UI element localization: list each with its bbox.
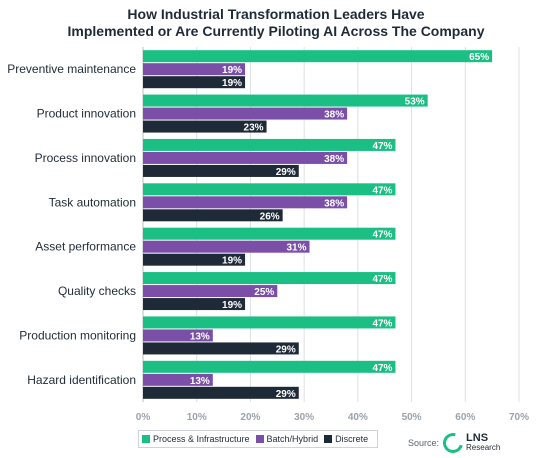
chart-title-line-2: Implemented or Are Currently Piloting AI…: [67, 23, 485, 39]
data-label: 38%: [324, 110, 344, 121]
category-label: Production monitoring: [19, 328, 136, 342]
bar: [143, 360, 396, 373]
category-label: Quality checks: [58, 284, 136, 298]
category-label: Process innovation: [35, 151, 136, 165]
category-label: Hazard identification: [27, 373, 136, 387]
data-label: 47%: [372, 363, 392, 374]
data-label: 47%: [372, 274, 392, 285]
x-tick-label: 20%: [240, 412, 260, 423]
legend-frame: [138, 430, 378, 448]
data-label: 13%: [190, 331, 210, 342]
data-label: 19%: [222, 65, 242, 76]
legend-swatch-process: [142, 435, 150, 443]
bar: [143, 120, 267, 133]
data-label: 29%: [276, 389, 296, 400]
data-label: 47%: [372, 230, 392, 241]
bar: [143, 63, 246, 76]
logo-sub-text: Research: [466, 443, 501, 452]
legend-item-discrete: Discrete: [324, 434, 368, 444]
x-tick-label: 10%: [187, 412, 207, 423]
legend-label-batch: Batch/Hybrid: [266, 434, 319, 444]
bar: [143, 138, 396, 151]
bar: [143, 240, 310, 253]
bar: [143, 209, 283, 222]
bar: [143, 342, 299, 355]
legend-item-batch: Batch/Hybrid: [255, 434, 319, 444]
data-label: 13%: [190, 376, 210, 387]
x-tick-label: 50%: [402, 412, 422, 423]
chart-title: How Industrial Transformation Leaders Ha…: [0, 6, 552, 40]
data-label: 53%: [405, 97, 425, 108]
chart-title-line-1: How Industrial Transformation Leaders Ha…: [127, 6, 425, 22]
bar: [143, 316, 396, 329]
data-label: 38%: [324, 154, 344, 165]
bar: [143, 329, 213, 342]
legend-label-process: Process & Infrastructure: [153, 434, 250, 444]
category-label: Asset performance: [35, 240, 136, 254]
data-label: 23%: [244, 123, 264, 134]
category-label: Preventive maintenance: [7, 62, 136, 76]
source-label: Source:: [408, 438, 440, 448]
category-label: Task automation: [49, 195, 136, 209]
legend-label-discrete: Discrete: [335, 434, 369, 444]
bar: [143, 285, 278, 298]
lns-research-logo: LNS Research: [439, 429, 501, 457]
category-label: Product innovation: [37, 107, 136, 121]
data-label: 47%: [372, 185, 392, 196]
legend: Process & Infrastructure Batch/Hybrid Di…: [142, 434, 374, 444]
data-label: 19%: [222, 78, 242, 89]
bar: [143, 272, 396, 285]
bar: [143, 94, 428, 107]
data-label: 25%: [254, 287, 274, 298]
data-label: 26%: [260, 211, 280, 222]
x-tick-label: 60%: [455, 412, 475, 423]
bar: [143, 298, 246, 311]
logo-main-text: LNS: [466, 432, 489, 444]
bar: [143, 164, 299, 177]
data-label: 47%: [372, 318, 392, 329]
bar: [143, 196, 348, 209]
data-label: 38%: [324, 198, 344, 209]
bar: [143, 151, 348, 164]
source-credit: Source: LNS Research: [408, 429, 501, 457]
data-label: 19%: [222, 256, 242, 267]
x-tick-label: 40%: [348, 412, 368, 423]
data-label: 29%: [276, 344, 296, 355]
bar: [143, 253, 246, 266]
data-label: 19%: [222, 300, 242, 311]
bar: [143, 386, 299, 399]
bar: [143, 183, 396, 196]
legend-swatch-discrete: [324, 435, 333, 443]
x-tick-label: 0%: [136, 412, 151, 423]
data-label: 65%: [469, 52, 489, 63]
x-tick-label: 30%: [294, 412, 314, 423]
data-label: 31%: [286, 243, 306, 254]
data-label: 29%: [276, 167, 296, 178]
bar: [143, 373, 213, 386]
logo-ring-icon: [439, 429, 467, 457]
legend-item-process: Process & Infrastructure: [142, 434, 250, 444]
x-tick-label: 70%: [509, 412, 529, 423]
data-label: 47%: [372, 141, 392, 152]
bar: [143, 107, 348, 120]
legend-swatch-batch: [255, 435, 264, 443]
bar: [143, 50, 493, 63]
bar: [143, 76, 246, 89]
bar: [143, 227, 396, 240]
